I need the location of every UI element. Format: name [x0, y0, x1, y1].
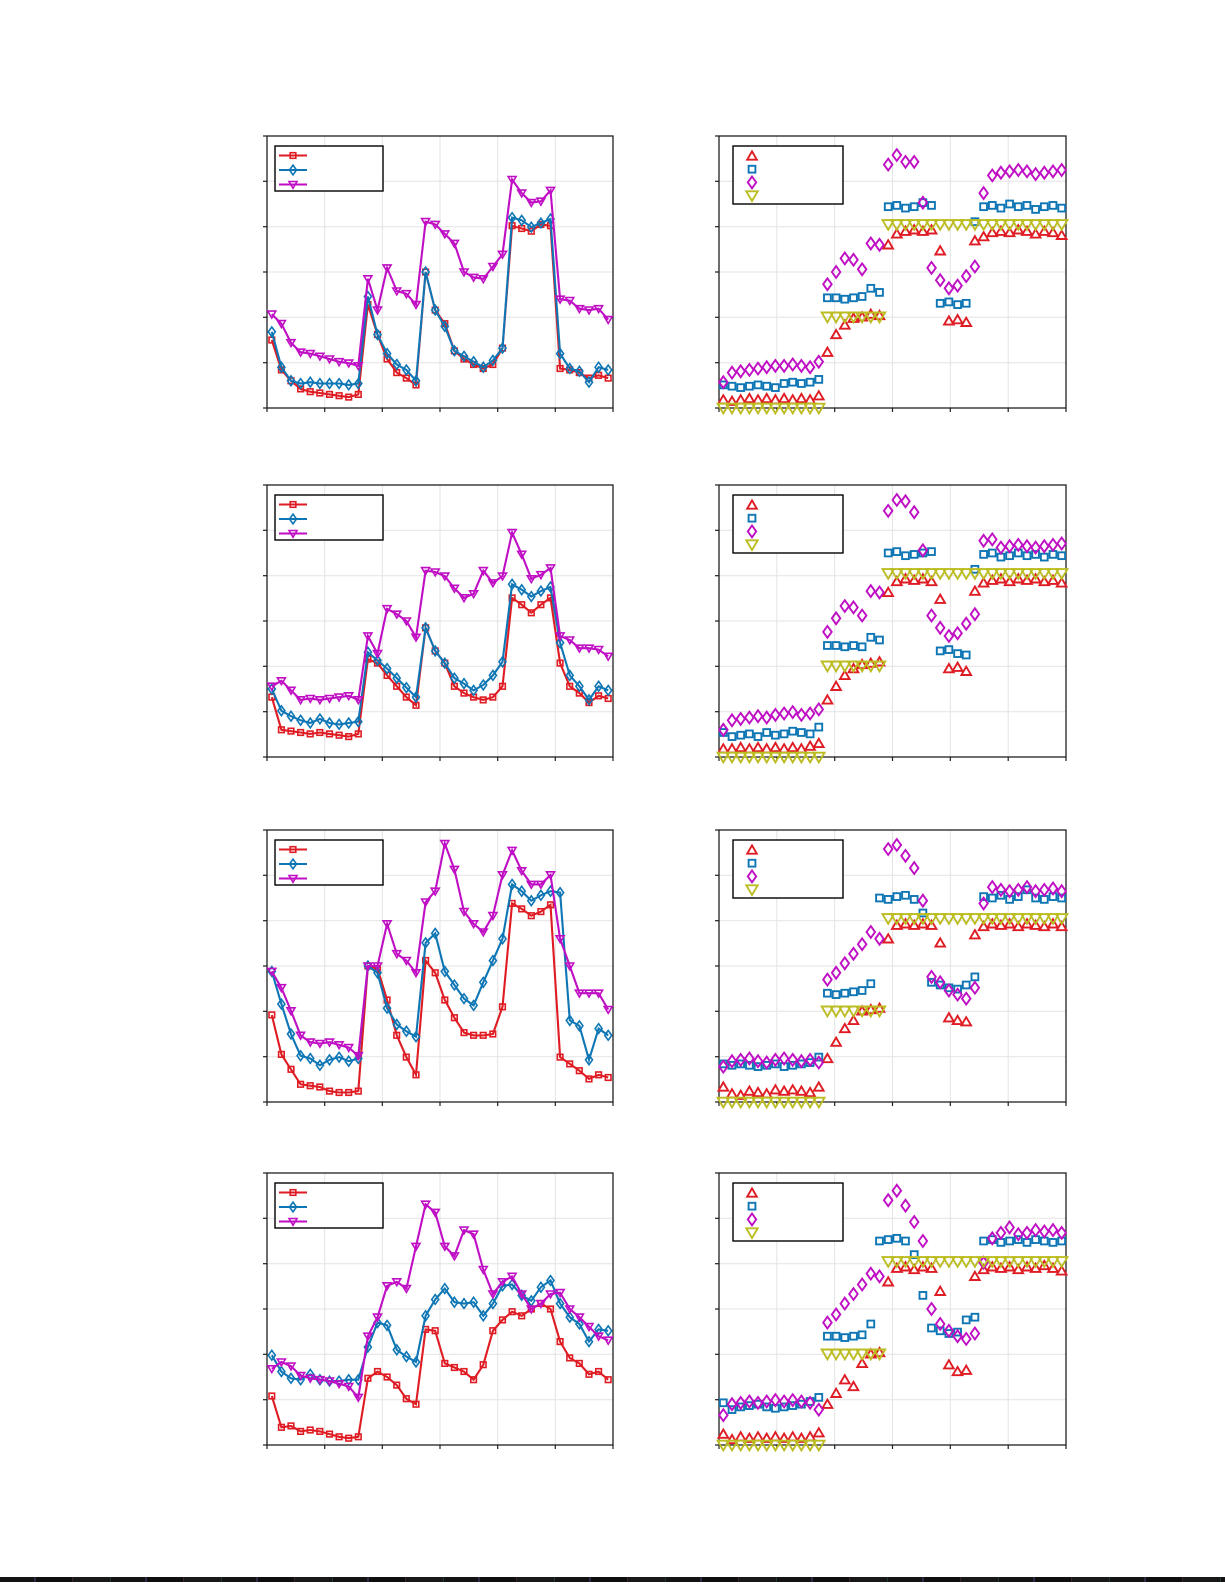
- chart-row1-right: [715, 135, 1070, 416]
- plot-box: [266, 135, 614, 409]
- legend-box: [732, 494, 844, 554]
- series-magenta-diamond: [717, 492, 1068, 738]
- series-blue-diamond: [267, 578, 613, 731]
- series-red-triangle-up: [716, 1259, 1069, 1445]
- plot-box: [718, 135, 1067, 409]
- series-olive-triangle-down: [715, 913, 1070, 1110]
- plot-box: [718, 829, 1067, 1103]
- plot-box: [718, 1172, 1067, 1446]
- legend-box: [274, 839, 384, 886]
- series-magenta-triangle-down: [266, 839, 614, 1062]
- series-red-square: [268, 1299, 612, 1442]
- series-magenta-diamond: [717, 147, 1068, 390]
- legend-box: [732, 145, 844, 205]
- chart-row4-right: [715, 1172, 1070, 1453]
- chart-row2-right: [715, 484, 1070, 765]
- legend-box: [274, 145, 384, 192]
- chart-row3-left: [263, 829, 614, 1106]
- footer-artifact-bar: [0, 1577, 1225, 1582]
- legend-box: [274, 494, 384, 541]
- chart-row1-left: [263, 135, 614, 412]
- series-red-triangle-up: [716, 572, 1069, 754]
- legend-box: [274, 1182, 384, 1229]
- series-magenta-triangle-down: [266, 175, 614, 372]
- legend-box: [732, 1182, 844, 1242]
- chart-row3-right: [715, 829, 1070, 1110]
- plot-box: [718, 484, 1067, 758]
- series-olive-triangle-down: [715, 568, 1070, 765]
- plot-box: [266, 484, 614, 758]
- chart-row4-left: [263, 1172, 614, 1449]
- series-red-square: [268, 899, 612, 1097]
- plot-box: [266, 1172, 614, 1446]
- plot-box: [266, 829, 614, 1103]
- series-magenta-triangle-down: [266, 1200, 614, 1403]
- series-blue-diamond: [267, 1274, 613, 1388]
- series-olive-triangle-down: [715, 219, 1070, 416]
- chart-row2-left: [263, 484, 614, 761]
- series-magenta-diamond: [717, 1183, 1068, 1423]
- series-blue-diamond: [267, 211, 613, 392]
- series-blue-square: [718, 1233, 1067, 1414]
- series-magenta-triangle-down: [266, 528, 614, 706]
- series-olive-triangle-down: [715, 1256, 1070, 1453]
- series-red-triangle-up: [716, 917, 1069, 1100]
- series-red-triangle-up: [716, 223, 1069, 406]
- series-magenta-diamond: [717, 837, 1068, 1075]
- legend-box: [732, 839, 844, 899]
